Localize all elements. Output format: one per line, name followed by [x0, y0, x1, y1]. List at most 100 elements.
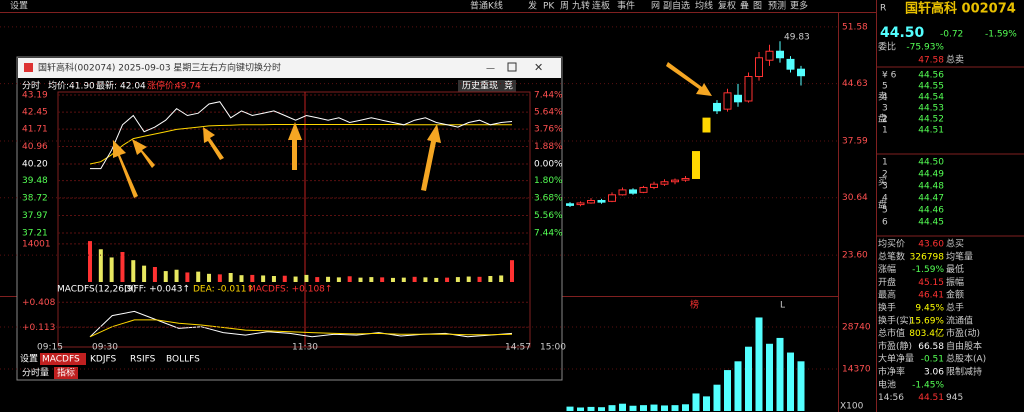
tab[interactable]: 指标: [57, 367, 75, 379]
volume-bar: [271, 276, 276, 282]
label: 买: [878, 177, 887, 188]
stat-value: -0.51: [921, 355, 944, 365]
header-text: 分时: [22, 80, 40, 92]
pct-label: 5.64%: [534, 108, 563, 118]
level: 4: [882, 93, 888, 103]
maximize-button[interactable]: [507, 62, 517, 72]
volume-bar: [423, 277, 428, 282]
stat-label: 市盈(静): [878, 340, 912, 352]
popup-titlebar: [18, 58, 561, 78]
stat-value: -1.59%: [912, 265, 944, 275]
volume-bar: [510, 260, 514, 282]
minimize-button[interactable]: —: [486, 64, 495, 74]
volume-bar: [499, 275, 504, 282]
y-tick-label: 38.72: [22, 194, 48, 204]
stat-label: 电池: [878, 378, 896, 390]
volume-bar: [671, 405, 679, 411]
candle-body: [587, 200, 595, 204]
ask-price: 44.55: [918, 82, 944, 92]
label: 47.58: [918, 56, 944, 66]
stat-label: 振幅: [946, 276, 964, 288]
tab[interactable]: KDJFS: [90, 355, 117, 365]
stat-value: 15.69%: [910, 316, 945, 326]
candle-body: [650, 183, 658, 188]
volume-bar: [152, 267, 157, 282]
y-tick-label: 23.60: [842, 251, 868, 261]
volume-bar: [682, 404, 689, 411]
volume-bar: [293, 276, 298, 282]
stat-label: 换手: [878, 302, 896, 314]
label: 委比: [878, 41, 896, 53]
candle-body: [660, 181, 669, 185]
volume-bar: [703, 396, 710, 411]
volume-bar: [315, 277, 320, 282]
tab[interactable]: 分时量: [22, 367, 49, 379]
label: 卖: [878, 92, 887, 103]
stat-label: 14:56: [878, 393, 904, 403]
y-tick-label: 44.63: [842, 79, 868, 89]
flag: R: [880, 4, 886, 14]
tab[interactable]: BOLLFS: [166, 355, 200, 365]
stat-value: 803.4亿: [909, 327, 944, 339]
tab[interactable]: RSIFS: [130, 355, 156, 365]
candle-body: [597, 200, 606, 203]
stat-label: 涨幅: [878, 263, 896, 275]
toolbar-item: 事件: [617, 0, 635, 12]
label: 总卖: [946, 54, 964, 66]
candle-body: [786, 58, 795, 70]
label: 盘: [878, 199, 887, 211]
candle-body: [671, 179, 679, 183]
y-tick-label: 14001: [22, 239, 51, 249]
candle-body: [713, 102, 721, 112]
change-pct: -1.59%: [985, 30, 1017, 40]
volume-bar: [577, 407, 584, 411]
indicator-label: DIFF: +0.043↑: [124, 285, 190, 295]
volume-bar: [120, 252, 125, 282]
stat-label: 总手: [946, 302, 964, 314]
ask-price: 44.56: [918, 71, 944, 81]
marker: L: [780, 301, 785, 311]
arrow: [113, 140, 138, 198]
volume-bar: [239, 275, 244, 282]
arrow: [132, 139, 155, 168]
pct-label: 0.00%: [534, 160, 563, 170]
change: -0.72: [940, 30, 963, 40]
label: -75.93%: [906, 43, 944, 53]
volume-bar: [228, 273, 233, 282]
volume-bar: [434, 277, 439, 282]
bid-price: 44.50: [918, 158, 944, 168]
candle-body: [629, 189, 637, 194]
volume-bar: [250, 274, 255, 282]
stat-label: 流通值: [946, 314, 973, 326]
tab[interactable]: MACDFS: [42, 355, 80, 365]
y-tick-label: 30.64: [842, 193, 868, 203]
stat-value: 46.41: [918, 291, 944, 301]
stat-value: 326798: [910, 252, 945, 262]
close-button[interactable]: ✕: [534, 61, 543, 74]
button: 竞: [504, 80, 513, 92]
toolbar-item: 复权: [718, 0, 736, 12]
stat-value: -1.45%: [912, 380, 944, 390]
volume-bar: [619, 403, 626, 411]
volume-bar: [304, 274, 309, 282]
level: ¥ 6: [882, 71, 897, 81]
popup-title: 国轩高科(002074) 2025-09-03 星期三: [38, 62, 200, 74]
tab-active: [40, 353, 86, 365]
pct-label: 1.88%: [534, 142, 563, 152]
tab[interactable]: 设置: [20, 354, 38, 365]
time-label: 14:57: [505, 343, 531, 353]
level: 2: [882, 170, 888, 180]
diff-line: [89, 310, 513, 338]
indicator-label: MACDFS(12,26,9): [57, 285, 136, 295]
candle-body: [692, 151, 700, 179]
volume-bar: [88, 241, 92, 282]
volume-bar: [196, 271, 201, 282]
pct-label: 5.56%: [534, 211, 563, 221]
toolbar-item: 叠: [740, 1, 749, 12]
candle-body: [776, 50, 784, 59]
dea-line: [89, 319, 513, 338]
time-label: 15:00: [540, 343, 566, 353]
stat-label: 总市值: [878, 327, 905, 339]
volume-bar: [466, 276, 471, 282]
volume-bar: [766, 343, 773, 411]
